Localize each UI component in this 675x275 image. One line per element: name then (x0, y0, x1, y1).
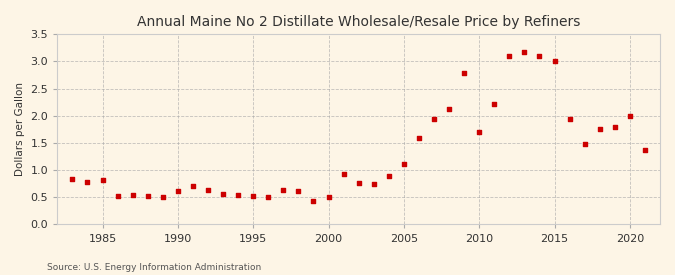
Point (594, 127, 605, 132)
Point (217, 191, 228, 196)
Point (519, 50, 530, 54)
Point (188, 184, 198, 189)
Point (579, 142, 590, 146)
Point (157, 195, 168, 199)
Point (97, 178, 108, 183)
Point (233, 192, 244, 197)
Point (173, 189, 184, 193)
Point (564, 116, 575, 121)
Point (429, 116, 439, 121)
Point (534, 54, 545, 58)
Point (383, 173, 394, 178)
Point (443, 107, 454, 111)
Title: Annual Maine No 2 Distillate Wholesale/Resale Price by Refiners: Annual Maine No 2 Distillate Wholesale/R… (137, 15, 580, 29)
Y-axis label: Dollars per Gallon: Dollars per Gallon (15, 82, 25, 176)
Point (624, 114, 635, 118)
Point (278, 188, 289, 192)
Point (414, 135, 425, 140)
Point (489, 102, 500, 106)
Point (202, 188, 213, 192)
Point (610, 125, 620, 129)
Point (82, 180, 93, 184)
Text: Source: U.S. Energy Information Administration: Source: U.S. Energy Information Administ… (47, 263, 261, 272)
Point (549, 59, 560, 64)
Point (398, 161, 409, 166)
Point (308, 198, 319, 203)
Point (353, 180, 364, 185)
Point (459, 71, 470, 76)
Point (128, 192, 138, 197)
Point (504, 54, 515, 58)
Point (293, 189, 304, 193)
Point (323, 195, 334, 199)
Point (369, 182, 379, 186)
Point (639, 147, 650, 152)
Point (142, 194, 153, 198)
Point (263, 195, 273, 199)
Point (338, 172, 349, 177)
Point (67, 177, 78, 182)
Point (248, 194, 259, 198)
Point (474, 130, 485, 134)
Point (112, 194, 123, 198)
